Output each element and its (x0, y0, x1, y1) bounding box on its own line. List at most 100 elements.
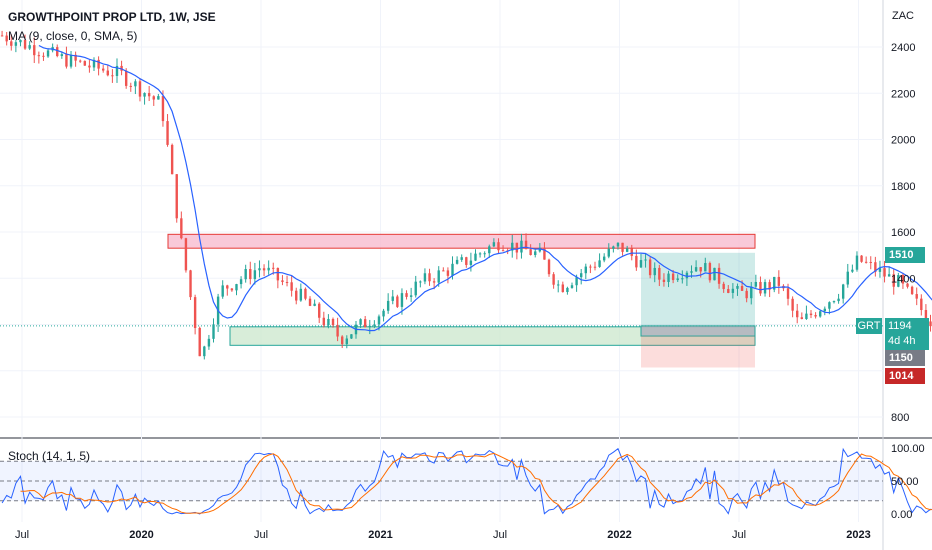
candle (667, 270, 670, 288)
candle (212, 318, 215, 343)
candle (717, 263, 721, 289)
candle (313, 299, 316, 307)
candle (547, 258, 551, 277)
candle (111, 69, 114, 83)
candle (359, 318, 362, 328)
candle (138, 78, 142, 102)
candle (216, 293, 220, 332)
time-tick-label: 2020 (129, 529, 153, 541)
price-tick-label: 1600 (891, 227, 915, 239)
candle (570, 282, 574, 289)
candle (23, 34, 27, 50)
candle (83, 60, 87, 66)
stoch-tick-label: 50.00 (891, 476, 919, 488)
candle (396, 294, 399, 309)
price-tick-label: 800 (891, 412, 909, 424)
symbol-tag: GRT (856, 318, 882, 334)
candle (823, 306, 826, 316)
candle (791, 296, 794, 318)
candle (727, 285, 730, 294)
candle (511, 234, 514, 258)
time-tick-label: 2021 (368, 529, 392, 541)
candle (492, 238, 496, 248)
candle (750, 281, 753, 305)
candle (460, 254, 463, 262)
candle (713, 267, 716, 281)
candle (920, 294, 923, 316)
price-tick-label: 2200 (891, 88, 915, 100)
candle (878, 260, 882, 278)
candle (414, 275, 417, 298)
candle (602, 253, 606, 263)
price-tick-label: 1400 (891, 273, 915, 285)
stoch-tick-label: 0.00 (891, 509, 912, 521)
candle (33, 37, 36, 64)
candle (299, 283, 303, 302)
candle (800, 312, 804, 320)
candle (832, 300, 836, 304)
candle (754, 274, 758, 289)
entry-price-badge: 1150 (885, 350, 925, 366)
entry-box (640, 325, 756, 337)
stoch-d-line (20, 452, 932, 514)
candle (841, 283, 845, 304)
candle (262, 264, 266, 277)
stoch-legend[interactable]: Stoch (14, 1, 5) (8, 449, 91, 463)
candle (929, 314, 932, 332)
candle (386, 293, 390, 314)
candle (708, 261, 712, 283)
candle (897, 272, 900, 288)
candle (910, 285, 914, 295)
candle (51, 43, 54, 53)
stop-price-badge: 1014 (885, 368, 925, 384)
candle (864, 256, 868, 264)
target-box (641, 252, 755, 326)
candle (14, 39, 18, 53)
ma-legend[interactable]: MA (9, close, 0, SMA, 5) (8, 29, 138, 43)
candle (373, 320, 376, 329)
stoch-axis: 100.00 50.00 0.00 (891, 443, 925, 521)
candle (189, 269, 192, 300)
candle (455, 256, 459, 265)
candle (759, 276, 762, 296)
candle (658, 264, 661, 287)
candle (552, 272, 555, 289)
candle (814, 312, 817, 319)
candle (763, 279, 767, 297)
candle (19, 39, 22, 47)
candle (488, 244, 491, 258)
candle (589, 264, 592, 274)
candle (579, 269, 583, 285)
candle (382, 308, 385, 322)
candle (694, 260, 698, 273)
candle (290, 275, 293, 297)
candle (65, 46, 68, 69)
candle (327, 314, 330, 329)
candles-layer (0, 30, 932, 360)
candle (106, 64, 109, 77)
candle (520, 233, 523, 259)
candle (152, 95, 155, 106)
time-tick-label: Jul (15, 529, 29, 541)
candle (120, 60, 123, 76)
candle (745, 288, 748, 303)
candle (639, 253, 643, 269)
candle (851, 264, 854, 273)
price-tick-label: 1800 (891, 181, 915, 193)
candle (363, 316, 367, 328)
current-price-tag: 1194 4d 4h (885, 318, 929, 350)
candle (892, 269, 895, 295)
candle (308, 296, 312, 307)
candle (340, 335, 344, 349)
candle (166, 114, 169, 147)
current-price: 1194 (888, 320, 912, 332)
candle (860, 255, 863, 263)
candle (295, 287, 298, 305)
candle (598, 253, 601, 268)
candle (644, 253, 647, 268)
candle (129, 82, 132, 92)
candle (704, 257, 707, 272)
countdown: 4d 4h (888, 335, 916, 347)
